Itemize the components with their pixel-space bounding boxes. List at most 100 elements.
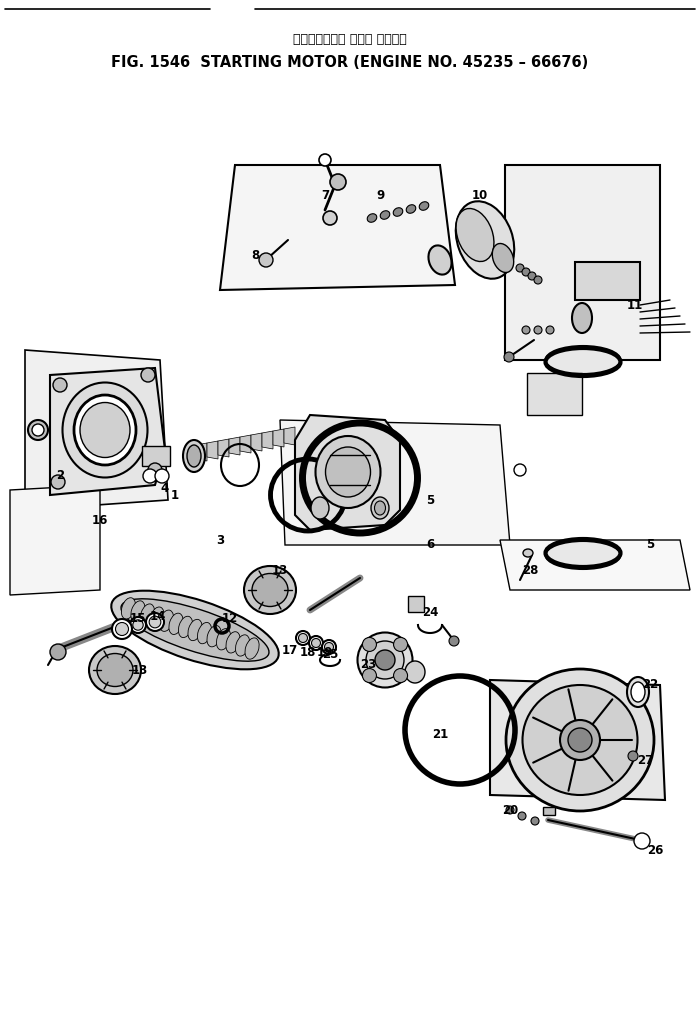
Polygon shape	[196, 443, 207, 461]
Polygon shape	[240, 435, 251, 453]
Ellipse shape	[252, 574, 288, 606]
Text: 13: 13	[272, 564, 288, 577]
Polygon shape	[25, 350, 168, 510]
Circle shape	[531, 817, 539, 825]
Text: 6: 6	[426, 538, 434, 552]
Ellipse shape	[235, 635, 250, 656]
Circle shape	[568, 728, 592, 752]
Circle shape	[522, 325, 530, 334]
Ellipse shape	[133, 620, 144, 630]
Ellipse shape	[116, 623, 129, 636]
Text: 23: 23	[360, 658, 376, 671]
Polygon shape	[220, 165, 455, 290]
Ellipse shape	[130, 617, 146, 633]
Ellipse shape	[358, 633, 412, 687]
Ellipse shape	[572, 303, 592, 333]
Ellipse shape	[149, 617, 161, 628]
Ellipse shape	[74, 395, 136, 465]
Polygon shape	[295, 415, 400, 530]
Ellipse shape	[393, 208, 402, 216]
Circle shape	[259, 254, 273, 267]
Ellipse shape	[523, 549, 533, 557]
Text: 24: 24	[422, 605, 438, 619]
Text: 5: 5	[646, 538, 654, 552]
Text: 27: 27	[637, 753, 653, 767]
Ellipse shape	[380, 211, 390, 219]
Ellipse shape	[121, 597, 136, 619]
Ellipse shape	[296, 631, 310, 645]
Polygon shape	[251, 433, 262, 451]
Text: 2: 2	[56, 468, 64, 482]
Circle shape	[50, 644, 66, 660]
Ellipse shape	[226, 632, 240, 653]
Circle shape	[323, 211, 337, 225]
Text: 21: 21	[432, 728, 448, 741]
Text: 5: 5	[426, 494, 434, 507]
Polygon shape	[218, 439, 229, 457]
Ellipse shape	[187, 445, 201, 467]
Ellipse shape	[183, 440, 205, 472]
Ellipse shape	[309, 636, 323, 650]
Circle shape	[51, 475, 65, 489]
Text: 13: 13	[132, 663, 148, 676]
Ellipse shape	[160, 610, 174, 632]
Ellipse shape	[316, 436, 381, 508]
Ellipse shape	[197, 623, 211, 644]
Polygon shape	[229, 437, 240, 455]
Text: FIG. 1546  STARTING MOTOR (ENGINE NO. 45235 – 66676): FIG. 1546 STARTING MOTOR (ENGINE NO. 452…	[111, 55, 589, 70]
Ellipse shape	[545, 541, 620, 569]
Ellipse shape	[522, 685, 638, 795]
Text: 26: 26	[647, 844, 663, 857]
Polygon shape	[50, 368, 165, 495]
Ellipse shape	[492, 243, 514, 273]
Circle shape	[522, 268, 530, 276]
Ellipse shape	[111, 591, 279, 669]
Ellipse shape	[428, 245, 452, 275]
Bar	[142, 446, 170, 466]
Circle shape	[330, 174, 346, 190]
Ellipse shape	[456, 209, 494, 262]
Circle shape	[53, 378, 67, 392]
Circle shape	[141, 368, 155, 382]
Ellipse shape	[89, 646, 141, 694]
Ellipse shape	[405, 661, 425, 683]
Ellipse shape	[406, 205, 416, 213]
Polygon shape	[207, 441, 218, 459]
Text: 16: 16	[92, 513, 108, 526]
Ellipse shape	[325, 643, 333, 652]
Ellipse shape	[326, 447, 370, 497]
Ellipse shape	[121, 599, 269, 661]
Circle shape	[534, 276, 542, 284]
Ellipse shape	[146, 613, 164, 631]
Text: 17: 17	[282, 644, 298, 656]
Circle shape	[143, 469, 157, 483]
Text: 12: 12	[222, 611, 238, 625]
Ellipse shape	[368, 214, 377, 222]
Text: 28: 28	[522, 564, 538, 577]
Ellipse shape	[112, 619, 132, 639]
Ellipse shape	[62, 382, 148, 478]
Polygon shape	[490, 680, 665, 800]
Circle shape	[514, 464, 526, 476]
Ellipse shape	[141, 604, 155, 626]
Ellipse shape	[150, 607, 164, 629]
Ellipse shape	[131, 601, 145, 623]
Ellipse shape	[374, 501, 386, 515]
Ellipse shape	[244, 566, 296, 614]
Text: 10: 10	[472, 189, 488, 202]
Circle shape	[634, 832, 650, 849]
Ellipse shape	[188, 620, 202, 641]
Circle shape	[449, 636, 459, 646]
Polygon shape	[280, 420, 510, 545]
Text: スターティング モータ 通用号機: スターティング モータ 通用号機	[293, 32, 407, 46]
Circle shape	[393, 668, 407, 682]
Text: 8: 8	[251, 248, 259, 262]
Polygon shape	[500, 540, 690, 590]
Circle shape	[393, 638, 407, 651]
Text: 20: 20	[502, 803, 518, 816]
Polygon shape	[185, 445, 196, 463]
Ellipse shape	[506, 669, 654, 811]
Polygon shape	[262, 431, 273, 449]
Ellipse shape	[322, 640, 336, 654]
Ellipse shape	[298, 634, 307, 643]
